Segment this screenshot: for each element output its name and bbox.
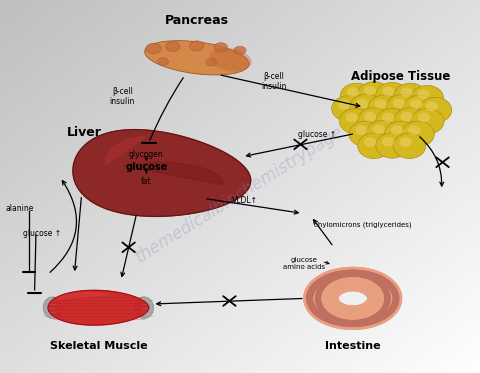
Text: β-cell
insulin: β-cell insulin	[110, 87, 135, 106]
Ellipse shape	[158, 58, 168, 65]
Circle shape	[417, 90, 430, 99]
Text: glucose: glucose	[125, 162, 168, 172]
Text: VLDL↑: VLDL↑	[232, 196, 258, 205]
Circle shape	[338, 100, 350, 110]
Text: Intestine: Intestine	[325, 341, 381, 351]
Ellipse shape	[234, 46, 246, 54]
Circle shape	[339, 109, 372, 134]
Text: themedicalbiochemistrypage: themedicalbiochemistrypage	[132, 122, 348, 266]
Text: glucose ↑: glucose ↑	[23, 229, 61, 238]
Ellipse shape	[146, 43, 161, 54]
Text: β-cell
insulin: β-cell insulin	[261, 72, 286, 91]
Circle shape	[411, 85, 444, 111]
Text: alanine: alanine	[6, 204, 35, 213]
Text: Adipose Tissue: Adipose Tissue	[351, 70, 451, 83]
Ellipse shape	[206, 59, 216, 66]
Circle shape	[400, 87, 413, 97]
Circle shape	[346, 113, 358, 122]
Circle shape	[419, 97, 452, 123]
Circle shape	[340, 83, 373, 109]
Circle shape	[358, 133, 390, 159]
Text: glycogen: glycogen	[129, 150, 164, 159]
Ellipse shape	[166, 42, 180, 51]
Circle shape	[386, 94, 419, 120]
Circle shape	[402, 121, 434, 147]
Circle shape	[364, 112, 376, 122]
Circle shape	[410, 99, 422, 109]
Circle shape	[393, 98, 405, 108]
Circle shape	[382, 87, 395, 96]
Circle shape	[376, 82, 408, 108]
Circle shape	[382, 113, 395, 122]
Circle shape	[358, 108, 390, 133]
Polygon shape	[73, 130, 251, 216]
Circle shape	[404, 95, 436, 120]
Circle shape	[364, 86, 376, 95]
Ellipse shape	[144, 41, 249, 75]
Circle shape	[349, 121, 382, 147]
Text: Skeletal Muscle: Skeletal Muscle	[49, 341, 147, 351]
Circle shape	[376, 109, 408, 134]
Circle shape	[356, 98, 369, 108]
Circle shape	[394, 83, 427, 109]
Polygon shape	[57, 293, 108, 299]
Circle shape	[366, 120, 399, 146]
Ellipse shape	[190, 41, 204, 51]
Text: Pancreas: Pancreas	[165, 14, 229, 27]
Circle shape	[376, 133, 408, 158]
Circle shape	[408, 125, 420, 135]
Circle shape	[418, 113, 430, 122]
Circle shape	[384, 121, 417, 147]
Text: glucose
amino acids: glucose amino acids	[283, 257, 325, 270]
Circle shape	[358, 82, 390, 107]
Text: fat: fat	[141, 177, 152, 186]
Text: Liver: Liver	[67, 126, 101, 139]
Circle shape	[411, 109, 444, 134]
Circle shape	[372, 125, 385, 134]
Circle shape	[393, 133, 426, 159]
Ellipse shape	[134, 297, 154, 319]
Polygon shape	[124, 162, 223, 185]
Circle shape	[399, 137, 412, 147]
Circle shape	[350, 94, 383, 120]
Circle shape	[391, 125, 403, 135]
Polygon shape	[48, 290, 149, 325]
Circle shape	[332, 96, 364, 121]
Circle shape	[364, 137, 376, 147]
Ellipse shape	[209, 48, 252, 71]
Ellipse shape	[214, 43, 228, 52]
Ellipse shape	[43, 297, 62, 319]
Text: chylomicrons (triglycerides): chylomicrons (triglycerides)	[313, 221, 411, 228]
Polygon shape	[106, 137, 146, 164]
Circle shape	[400, 112, 413, 122]
Circle shape	[394, 108, 427, 133]
Circle shape	[347, 87, 359, 97]
Circle shape	[374, 99, 387, 109]
Circle shape	[425, 101, 438, 111]
Circle shape	[355, 125, 368, 135]
Text: glucose ↑: glucose ↑	[298, 130, 336, 139]
Circle shape	[382, 137, 395, 147]
Circle shape	[368, 95, 401, 120]
